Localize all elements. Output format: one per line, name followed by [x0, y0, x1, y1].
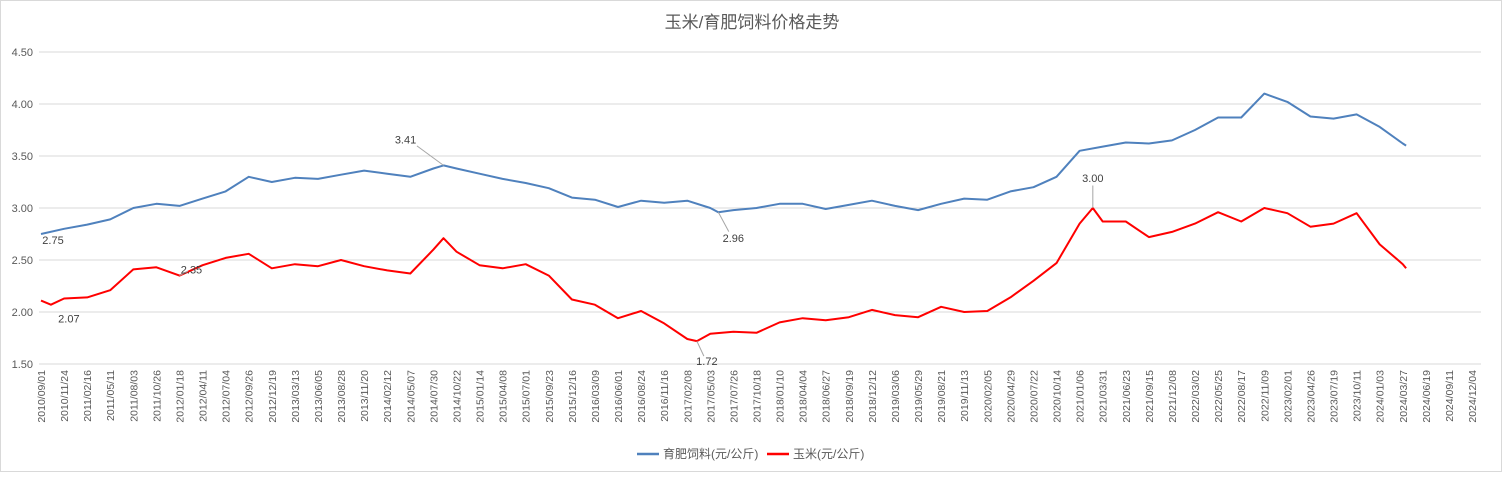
- x-tick-label: 2021/12/08: [1167, 370, 1179, 423]
- x-tick-label: 2020/02/05: [982, 370, 994, 423]
- x-tick-label: 2018/01/10: [775, 370, 787, 423]
- x-tick-label: 2017/10/18: [752, 370, 764, 423]
- x-tick-label: 2023/07/19: [1329, 370, 1341, 423]
- legend: 育肥饲料(元/公斤) 玉米(元/公斤): [637, 446, 864, 461]
- y-tick-label: 3.50: [12, 151, 33, 163]
- data-annotations: 2.75 2.07 2.35 3.41 2.96 1.72 3.00: [42, 134, 1103, 368]
- x-tick-label: 2013/06/05: [313, 370, 325, 423]
- x-axis: 2010/09/01 2010/11/24 2011/02/16 2011/05/11…: [36, 370, 1479, 423]
- x-tick-label: 2014/10/22: [451, 370, 463, 423]
- y-tick-label: 4.50: [12, 47, 33, 59]
- legend-label-corn: 玉米(元/公斤): [793, 447, 864, 461]
- corn-price-line: [41, 208, 1406, 341]
- x-tick-label: 2012/09/26: [244, 370, 256, 423]
- x-tick-label: 2022/05/25: [1213, 370, 1225, 423]
- x-tick-label: 2024/09/11: [1444, 370, 1456, 422]
- x-tick-label: 2024/01/03: [1375, 370, 1387, 423]
- x-tick-label: 2010/11/24: [59, 370, 71, 422]
- x-tick-label: 2014/07/30: [428, 370, 440, 423]
- x-tick-label: 2020/07/22: [1028, 370, 1040, 423]
- x-tick-label: 2020/04/29: [1005, 370, 1017, 423]
- x-tick-label: 2020/10/14: [1052, 370, 1064, 423]
- annotation-leader: [718, 212, 729, 232]
- annotation-label: 1.72: [696, 356, 717, 368]
- x-tick-label: 2018/09/19: [844, 370, 856, 423]
- x-tick-label: 2019/03/06: [890, 370, 902, 423]
- x-tick-label: 2024/06/19: [1421, 370, 1433, 423]
- x-tick-label: 2022/03/02: [1190, 370, 1202, 423]
- x-tick-label: 2012/07/04: [221, 370, 233, 423]
- x-tick-label: 2013/08/28: [336, 370, 348, 423]
- x-tick-label: 2023/04/26: [1305, 370, 1317, 423]
- feed-price-line: [41, 94, 1406, 234]
- series-lines: [41, 94, 1406, 342]
- x-tick-label: 2015/09/23: [544, 370, 556, 423]
- x-tick-label: 2018/12/12: [867, 370, 879, 423]
- legend-label-feed: 育肥饲料(元/公斤): [663, 446, 758, 461]
- x-tick-label: 2017/02/08: [682, 370, 694, 423]
- x-tick-label: 2023/10/11: [1352, 370, 1364, 422]
- x-tick-label: 2017/07/26: [728, 370, 740, 423]
- x-tick-label: 2013/11/20: [359, 370, 371, 422]
- x-tick-label: 2016/06/01: [613, 370, 625, 423]
- x-tick-label: 2015/07/01: [521, 370, 533, 423]
- y-axis: 1.50 2.00 2.50 3.00 3.50 4.00 4.50: [12, 47, 33, 371]
- x-tick-label: 2019/11/13: [959, 370, 971, 422]
- x-tick-label: 2023/02/01: [1282, 370, 1294, 423]
- annotation-leader: [697, 341, 704, 356]
- x-tick-label: 2010/09/01: [36, 370, 48, 423]
- annotation-label: 3.00: [1082, 173, 1103, 185]
- x-tick-label: 2018/06/27: [821, 370, 833, 423]
- x-tick-label: 2015/04/08: [498, 370, 510, 423]
- x-tick-label: 2024/03/27: [1398, 370, 1410, 423]
- x-tick-label: 2016/11/16: [659, 370, 671, 422]
- x-tick-label: 2016/03/09: [590, 370, 602, 423]
- x-tick-label: 2012/01/18: [174, 370, 186, 423]
- x-tick-label: 2021/09/15: [1144, 370, 1156, 423]
- annotation-label: 2.96: [723, 233, 744, 245]
- x-tick-label: 2017/05/03: [705, 370, 717, 423]
- x-tick-label: 2014/05/07: [405, 370, 417, 423]
- y-tick-label: 3.00: [12, 203, 33, 215]
- y-tick-label: 4.00: [12, 99, 33, 111]
- x-tick-label: 2012/04/11: [198, 370, 210, 422]
- x-tick-label: 2011/05/11: [105, 370, 117, 421]
- x-tick-label: 2011/08/03: [128, 370, 140, 422]
- chart-title: 玉米/育肥饲料价格走势: [665, 13, 840, 32]
- x-tick-label: 2011/02/16: [82, 370, 94, 422]
- x-tick-label: 2022/11/09: [1259, 370, 1271, 422]
- annotation-label: 2.75: [42, 235, 63, 247]
- x-tick-label: 2021/03/31: [1098, 370, 1110, 423]
- x-tick-label: 2019/08/21: [936, 370, 948, 423]
- x-tick-label: 2022/08/17: [1236, 370, 1248, 423]
- x-tick-label: 2014/02/12: [382, 370, 394, 423]
- x-tick-label: 2012/12/19: [267, 370, 279, 423]
- x-tick-label: 2013/03/13: [290, 370, 302, 423]
- x-tick-label: 2011/10/26: [151, 370, 163, 422]
- y-tick-label: 2.50: [12, 255, 33, 267]
- y-tick-label: 2.00: [12, 307, 33, 319]
- x-tick-label: 2016/08/24: [636, 370, 648, 423]
- x-tick-label: 2021/06/23: [1121, 370, 1133, 423]
- x-tick-label: 2015/01/14: [475, 370, 487, 423]
- x-tick-label: 2018/04/04: [798, 370, 810, 423]
- annotation-label: 3.41: [395, 134, 416, 146]
- y-tick-label: 1.50: [12, 359, 33, 371]
- x-tick-label: 2019/05/29: [913, 370, 925, 423]
- annotation-label: 2.35: [181, 265, 202, 277]
- x-tick-label: 2021/01/06: [1075, 370, 1087, 423]
- x-tick-label: 2015/12/16: [567, 370, 579, 423]
- x-tick-label: 2024/12/04: [1467, 370, 1479, 423]
- annotation-label: 2.07: [58, 314, 79, 326]
